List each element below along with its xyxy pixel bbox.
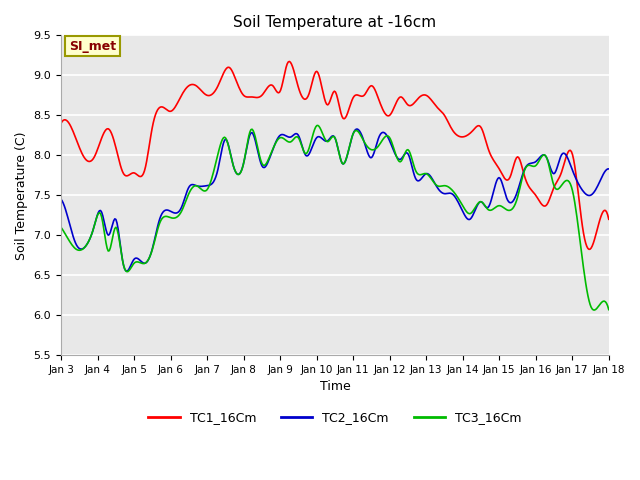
TC2_16Cm: [356, 128, 364, 134]
TC2_16Cm: [353, 126, 361, 132]
Line: TC3_16Cm: TC3_16Cm: [61, 125, 609, 310]
TC1_16Cm: [285, 59, 293, 64]
TC3_16Cm: [384, 133, 392, 139]
TC2_16Cm: [322, 138, 330, 144]
TC3_16Cm: [591, 307, 598, 313]
TC1_16Cm: [585, 246, 593, 252]
Line: TC1_16Cm: TC1_16Cm: [61, 61, 609, 249]
TC1_16Cm: [322, 99, 330, 105]
TC2_16Cm: [57, 196, 65, 202]
TC2_16Cm: [385, 137, 393, 143]
Y-axis label: Soil Temperature (C): Soil Temperature (C): [15, 131, 28, 260]
TC2_16Cm: [123, 268, 131, 274]
TC3_16Cm: [319, 130, 326, 136]
TC1_16Cm: [355, 92, 362, 98]
X-axis label: Time: Time: [319, 381, 350, 394]
TC3_16Cm: [594, 304, 602, 310]
TC2_16Cm: [319, 136, 326, 142]
TC2_16Cm: [594, 183, 602, 189]
TC1_16Cm: [605, 216, 612, 222]
Legend: TC1_16Cm, TC2_16Cm, TC3_16Cm: TC1_16Cm, TC2_16Cm, TC3_16Cm: [143, 406, 527, 429]
Title: Soil Temperature at -16cm: Soil Temperature at -16cm: [234, 15, 436, 30]
TC1_16Cm: [384, 113, 392, 119]
TC3_16Cm: [322, 137, 330, 143]
TC2_16Cm: [508, 199, 516, 205]
TC3_16Cm: [314, 122, 322, 128]
TC3_16Cm: [57, 224, 65, 230]
TC3_16Cm: [508, 207, 515, 213]
TC1_16Cm: [319, 86, 326, 92]
TC3_16Cm: [355, 129, 362, 135]
Line: TC2_16Cm: TC2_16Cm: [61, 129, 609, 271]
TC1_16Cm: [594, 225, 602, 230]
TC1_16Cm: [508, 171, 515, 177]
TC3_16Cm: [605, 307, 612, 312]
TC1_16Cm: [57, 120, 65, 126]
Text: SI_met: SI_met: [69, 40, 116, 53]
TC2_16Cm: [605, 166, 612, 172]
